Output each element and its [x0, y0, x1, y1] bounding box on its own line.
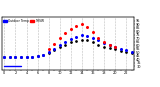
Legend: Outdoor Temp, THSW: Outdoor Temp, THSW — [3, 19, 44, 24]
